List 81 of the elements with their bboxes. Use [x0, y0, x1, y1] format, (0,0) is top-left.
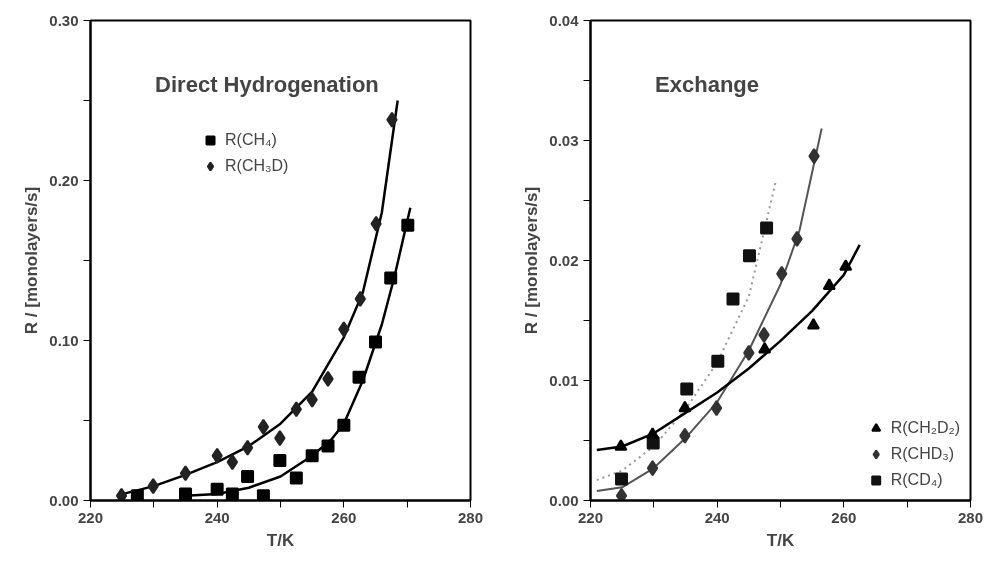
- point: [130, 489, 144, 501]
- point: [273, 454, 287, 467]
- point: [839, 259, 853, 271]
- x-axis-title: T/K: [766, 530, 795, 550]
- text: Exchange: [655, 72, 760, 98]
- point: [225, 487, 239, 501]
- y-tick-label: 0.30: [49, 11, 79, 29]
- point: [257, 418, 270, 435]
- line-series: [595, 243, 861, 452]
- y-tick-label: 0.04: [549, 11, 580, 29]
- point: [680, 382, 694, 396]
- point: [147, 478, 159, 495]
- point: [179, 487, 192, 501]
- point: [791, 230, 803, 247]
- x-tick-label: 240: [204, 508, 230, 526]
- legend-label: R(CH₃D): [225, 157, 289, 175]
- point: [776, 265, 788, 282]
- point: [115, 487, 128, 501]
- x-tick-label: 220: [77, 508, 104, 526]
- point: [743, 344, 755, 361]
- point: [322, 370, 334, 387]
- point: [370, 215, 382, 232]
- point: [274, 430, 286, 447]
- point: [210, 482, 224, 496]
- point: [678, 400, 692, 413]
- point: [179, 465, 192, 482]
- point: [321, 439, 335, 453]
- legend-label: R(CH₂D₂): [890, 419, 960, 437]
- point: [615, 472, 629, 486]
- point: [646, 460, 659, 477]
- legend-label: R(CHD₃): [890, 445, 955, 463]
- point: [384, 271, 398, 285]
- x-tick-label: 240: [704, 508, 730, 526]
- point: [806, 317, 820, 330]
- x-tick-label: 260: [831, 508, 857, 526]
- point: [306, 391, 318, 408]
- point: [241, 470, 255, 483]
- y-tick-label: 0.02: [549, 251, 579, 269]
- point: [646, 427, 660, 439]
- point: [305, 449, 319, 463]
- point: [710, 400, 723, 417]
- point: [241, 439, 254, 456]
- point: [369, 335, 382, 349]
- legend-label: R(CD₄): [890, 471, 943, 489]
- point: [226, 454, 239, 471]
- point: [352, 370, 366, 384]
- point: [338, 321, 350, 338]
- y-axis-title: R / [monolayers/s]: [522, 186, 542, 335]
- y-tick-label: 0.20: [49, 171, 79, 189]
- y-axis-title: R / [monolayers/s]: [22, 186, 42, 335]
- point: [742, 249, 756, 263]
- point: [760, 221, 774, 235]
- point: [758, 326, 770, 343]
- y-tick-label: 0.00: [549, 491, 579, 509]
- x-tick-label: 280: [457, 508, 484, 526]
- point: [211, 447, 223, 464]
- point: [679, 427, 691, 444]
- x-tick-label: 220: [577, 508, 604, 526]
- point: [337, 418, 351, 432]
- point: [615, 487, 628, 501]
- y-tick-label: 0.03: [549, 131, 579, 149]
- point: [711, 354, 725, 368]
- y-tick-label: 0.01: [549, 371, 579, 389]
- x-axis-title: T/K: [266, 530, 295, 550]
- point: [386, 111, 398, 128]
- point: [758, 341, 772, 354]
- x-tick-label: 260: [331, 508, 357, 526]
- x-tick-label: 280: [957, 508, 984, 526]
- point: [289, 471, 303, 485]
- point: [822, 278, 836, 290]
- point: [290, 401, 302, 418]
- point: [401, 218, 415, 232]
- point: [808, 148, 820, 165]
- point: [354, 290, 366, 307]
- text: Direct Hydrogenation: [155, 72, 379, 98]
- point: [256, 489, 270, 501]
- point: [614, 439, 628, 451]
- y-tick-label: 0.10: [49, 331, 79, 349]
- point: [726, 292, 740, 306]
- y-tick-label: 0.00: [49, 491, 79, 509]
- legend-label: R(CH₄): [225, 131, 277, 149]
